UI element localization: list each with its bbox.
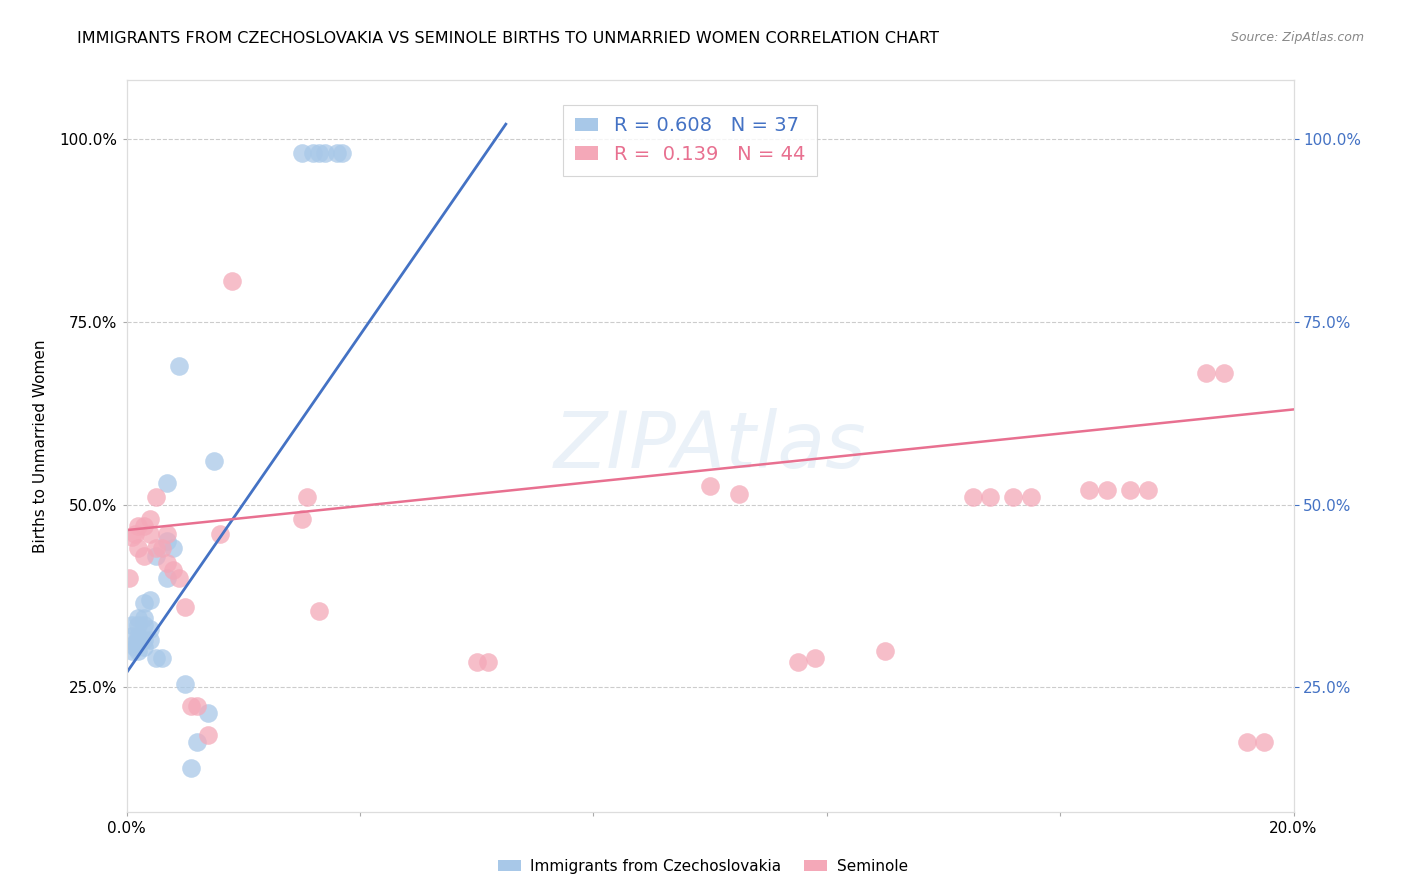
Point	[156, 526, 179, 541]
Point	[197, 706, 219, 720]
Point	[121, 644, 143, 658]
Legend: Immigrants from Czechoslovakia, Seminole: Immigrants from Czechoslovakia, Seminole	[492, 853, 914, 880]
Point	[297, 490, 319, 504]
Point	[127, 644, 149, 658]
Point	[132, 618, 155, 632]
Point	[174, 599, 197, 614]
Point	[979, 490, 1001, 504]
Legend: R = 0.608   N = 37, R =  0.139   N = 44: R = 0.608 N = 37, R = 0.139 N = 44	[564, 104, 817, 176]
Point	[127, 541, 149, 556]
Point	[1236, 735, 1258, 749]
Point	[1136, 483, 1159, 497]
Point	[127, 629, 149, 643]
Point	[132, 640, 155, 655]
Point	[139, 632, 162, 647]
Point	[145, 651, 167, 665]
Point	[1002, 490, 1025, 504]
Point	[127, 618, 149, 632]
Point	[132, 632, 155, 647]
Point	[202, 453, 225, 467]
Point	[465, 655, 488, 669]
Point	[139, 512, 162, 526]
Point	[208, 526, 231, 541]
Point	[139, 622, 162, 636]
Point	[962, 490, 984, 504]
Point	[150, 651, 173, 665]
Point	[167, 359, 190, 373]
Point	[156, 534, 179, 549]
Point	[308, 146, 330, 161]
Point	[1212, 366, 1234, 380]
Point	[314, 146, 336, 161]
Point	[180, 698, 202, 713]
Text: Source: ZipAtlas.com: Source: ZipAtlas.com	[1230, 31, 1364, 45]
Y-axis label: Births to Unmarried Women: Births to Unmarried Women	[34, 339, 48, 553]
Point	[162, 563, 184, 577]
Point	[699, 479, 721, 493]
Point	[290, 512, 312, 526]
Point	[302, 146, 325, 161]
Point	[127, 611, 149, 625]
Point	[1078, 483, 1101, 497]
Point	[139, 592, 162, 607]
Point	[156, 475, 179, 490]
Point	[728, 486, 751, 500]
Point	[127, 632, 149, 647]
Point	[290, 146, 312, 161]
Point	[150, 541, 173, 556]
Point	[804, 651, 827, 665]
Point	[162, 541, 184, 556]
Point	[1195, 366, 1218, 380]
Point	[1253, 735, 1275, 749]
Point	[1119, 483, 1142, 497]
Point	[145, 549, 167, 563]
Point	[180, 761, 202, 775]
Point	[186, 735, 208, 749]
Point	[121, 618, 143, 632]
Point	[121, 629, 143, 643]
Point	[124, 636, 146, 650]
Point	[118, 571, 141, 585]
Point	[132, 611, 155, 625]
Point	[156, 571, 179, 585]
Point	[1095, 483, 1118, 497]
Point	[221, 275, 243, 289]
Point	[127, 519, 149, 533]
Point	[477, 655, 499, 669]
Point	[186, 698, 208, 713]
Point	[132, 549, 155, 563]
Text: ZIPAtlas: ZIPAtlas	[554, 408, 866, 484]
Point	[124, 526, 146, 541]
Text: IMMIGRANTS FROM CZECHOSLOVAKIA VS SEMINOLE BIRTHS TO UNMARRIED WOMEN CORRELATION: IMMIGRANTS FROM CZECHOSLOVAKIA VS SEMINO…	[77, 31, 939, 46]
Point	[124, 640, 146, 655]
Point	[308, 603, 330, 617]
Point	[786, 655, 808, 669]
Point	[156, 556, 179, 570]
Point	[875, 644, 897, 658]
Point	[1019, 490, 1042, 504]
Point	[132, 596, 155, 610]
Point	[197, 728, 219, 742]
Point	[167, 571, 190, 585]
Point	[139, 526, 162, 541]
Point	[145, 490, 167, 504]
Point	[132, 519, 155, 533]
Point	[121, 530, 143, 544]
Point	[145, 541, 167, 556]
Point	[332, 146, 354, 161]
Point	[325, 146, 347, 161]
Point	[174, 676, 197, 690]
